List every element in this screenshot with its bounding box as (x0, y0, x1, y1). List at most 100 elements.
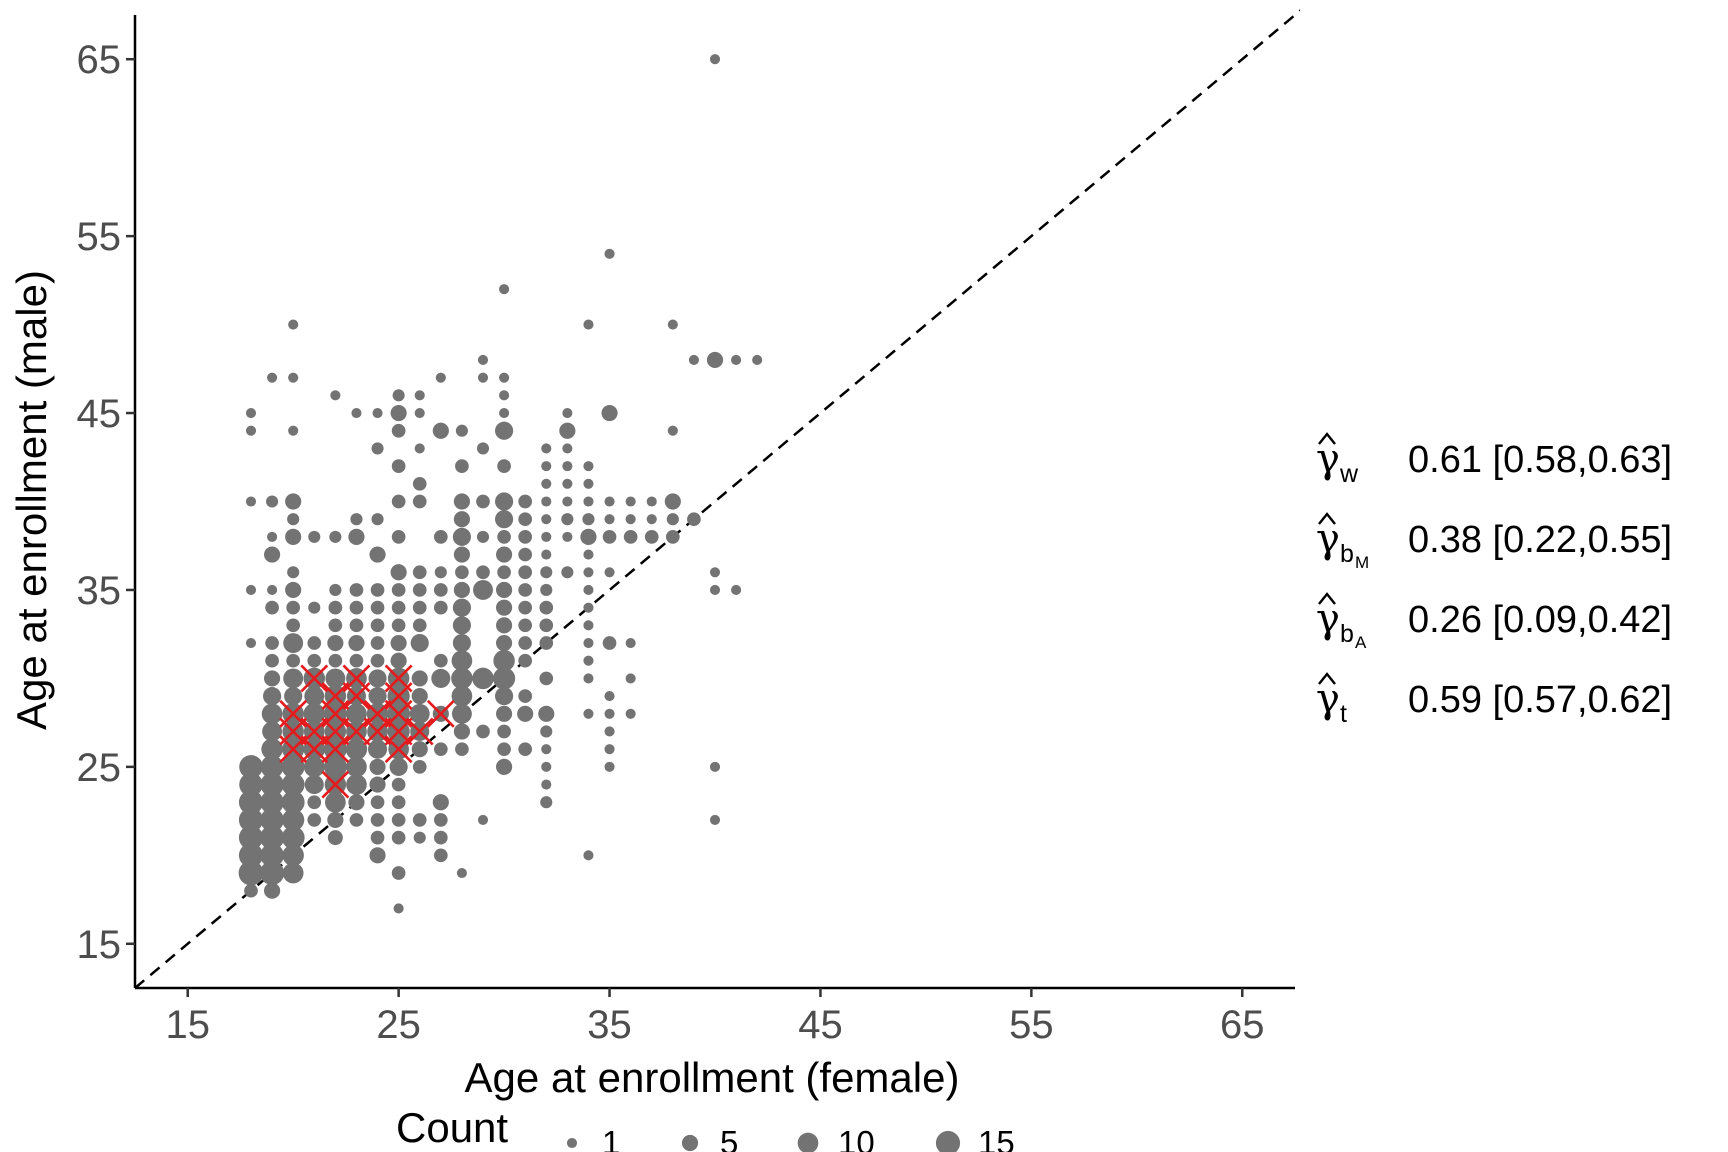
data-point (451, 685, 473, 707)
data-point (541, 461, 552, 472)
data-point (452, 633, 471, 653)
data-point (706, 351, 724, 369)
data-point (499, 407, 510, 419)
data-point (264, 670, 281, 687)
data-point (260, 790, 284, 815)
data-point (368, 687, 387, 706)
legend-key (797, 1132, 819, 1152)
data-point (540, 796, 553, 809)
stat-value: 0.38 [0.22,0.55] (1408, 519, 1672, 561)
data-point (477, 372, 489, 383)
legend-label: 10 (838, 1124, 875, 1152)
size-legend: Count 1 5 10 15 (396, 1104, 1015, 1152)
data-point (346, 703, 367, 725)
data-point (327, 811, 344, 829)
data-point (518, 742, 533, 757)
data-point (286, 600, 301, 615)
data-point (477, 814, 489, 825)
legend-label: 1 (602, 1124, 620, 1152)
data-point (496, 581, 513, 599)
data-point (561, 513, 574, 526)
data-point (370, 636, 385, 650)
stat-symbol: γ (1316, 676, 1340, 722)
data-point (433, 653, 448, 668)
data-point (583, 637, 594, 649)
y-ticks: 15 25 35 45 55 65 (77, 38, 135, 967)
data-point (583, 567, 594, 578)
data-point (283, 668, 304, 689)
data-point (351, 407, 362, 419)
data-point (414, 390, 425, 401)
data-point (602, 636, 617, 650)
data-point (370, 618, 385, 633)
data-point (518, 494, 533, 509)
data-point (261, 703, 283, 725)
data-point (604, 691, 615, 702)
data-point (625, 637, 636, 649)
data-point (452, 527, 471, 546)
data-point (411, 741, 428, 758)
highlight-cross (384, 664, 413, 693)
legend-title: Count (396, 1104, 508, 1151)
data-point (328, 600, 343, 615)
data-point (329, 530, 342, 543)
data-point (665, 530, 680, 544)
data-point (562, 407, 573, 419)
data-point (625, 708, 636, 719)
data-point (752, 354, 763, 366)
legend-key (566, 1137, 578, 1149)
data-point (496, 705, 513, 722)
stat-symbol: γ (1316, 436, 1340, 482)
data-point (287, 513, 300, 526)
data-point (540, 566, 553, 579)
data-point (709, 584, 721, 596)
data-point (286, 653, 301, 668)
data-point (412, 600, 427, 615)
data-point (267, 531, 278, 542)
data-point (412, 476, 427, 491)
data-point (604, 514, 615, 525)
data-point (288, 425, 299, 436)
data-point (666, 513, 679, 526)
data-point (238, 807, 264, 833)
data-point (245, 407, 257, 419)
data-point (499, 284, 510, 295)
data-point (453, 493, 470, 510)
data-point (562, 461, 573, 472)
data-point (303, 703, 326, 725)
data-point (518, 547, 533, 562)
stat-subscript: b (1340, 620, 1354, 648)
x-tick-label: 65 (1220, 1003, 1265, 1047)
data-point (709, 54, 721, 65)
hat-icon (1318, 672, 1336, 685)
data-point (391, 830, 406, 845)
data-point (350, 513, 363, 526)
identity-reference-line (135, 9, 1300, 988)
data-point (325, 791, 346, 813)
data-point (476, 530, 490, 543)
data-point (327, 634, 344, 652)
data-point (493, 667, 516, 690)
data-point (455, 565, 469, 580)
data-point (391, 795, 406, 810)
data-point (349, 653, 364, 668)
stat-subscript: b (1340, 540, 1354, 568)
data-point (604, 708, 615, 719)
data-point (497, 724, 511, 739)
data-point (265, 636, 279, 650)
data-point (346, 774, 367, 795)
x-tick-label: 15 (165, 1003, 210, 1047)
stat-subsubscript: M (1355, 553, 1369, 572)
data-point (414, 443, 425, 454)
data-point (583, 461, 594, 472)
data-point (260, 860, 285, 886)
legend-key (681, 1134, 699, 1152)
data-point (452, 616, 471, 635)
y-tick-label: 45 (77, 392, 122, 436)
data-point (391, 459, 406, 473)
data-point (411, 670, 428, 687)
data-point (308, 530, 321, 543)
data-point (583, 478, 594, 489)
data-point (559, 422, 576, 439)
data-point (323, 755, 347, 779)
